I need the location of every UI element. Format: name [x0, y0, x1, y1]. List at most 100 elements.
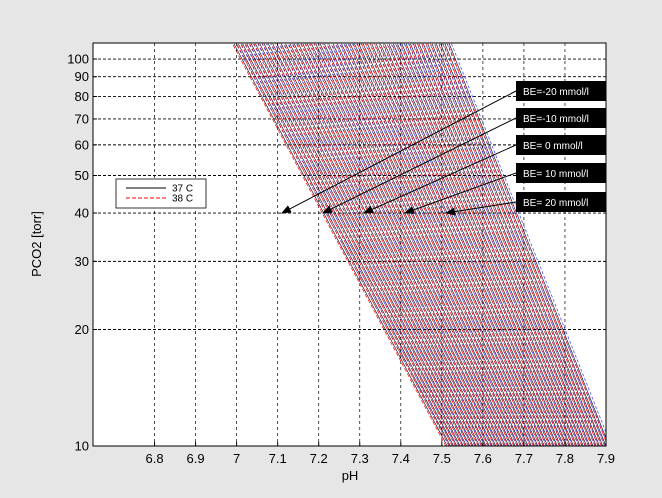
annotation: BE= 0 mmol/l [363, 135, 606, 214]
curve-38c [253, 43, 463, 446]
curve-37c [345, 43, 532, 446]
y-axis: 10 20 30 40 50 60 70 80 90 100 [67, 52, 97, 454]
curve-38c [391, 43, 566, 446]
curve-37c [289, 43, 490, 446]
curve-38c [400, 43, 573, 446]
curve-37c [272, 43, 477, 446]
curve-38c [314, 43, 508, 446]
curve-37c [440, 43, 603, 446]
curve-38c [361, 43, 544, 446]
curve-37c [362, 43, 545, 446]
curve-38c [318, 43, 511, 446]
curve-37c [250, 43, 461, 446]
curve-blue [343, 43, 531, 446]
curve-blue [352, 43, 538, 446]
legend-label: 37 C [172, 184, 193, 195]
curve-37c [375, 43, 555, 446]
curve-38c [275, 43, 479, 446]
curve-37c [436, 43, 600, 446]
annotation-label: BE= 0 mmol/l [523, 141, 583, 152]
curve-38c [335, 43, 524, 446]
y-axis-label: PCO2 [torr] [29, 211, 44, 277]
curves [232, 43, 606, 446]
curve-38c [258, 43, 466, 446]
curve-37c [367, 43, 548, 446]
x-tick-label: 7.1 [269, 451, 287, 466]
annotations: BE=-20 mmol/l BE=-10 mmol/l BE= 0 mmol/l BE… [281, 81, 606, 216]
y-tick-label: 90 [75, 69, 89, 84]
curve-37c [263, 43, 471, 446]
x-axis-label: pH [342, 468, 359, 483]
curve-38c [365, 43, 547, 446]
annotation-box [516, 163, 606, 183]
annotation: BE= 20 mmol/l [445, 192, 606, 216]
curve-37c [349, 43, 535, 446]
curve-38c [309, 43, 505, 446]
annotation-arrow [322, 117, 517, 214]
y-tick-label: 50 [75, 168, 89, 183]
curve-38c [292, 43, 492, 446]
legend-box [115, 178, 207, 209]
curve-37c [242, 43, 454, 446]
curve-37c [380, 43, 558, 446]
curve-37c [324, 43, 516, 446]
curve-37c [384, 43, 561, 446]
curve-38c [288, 43, 489, 446]
curve-38c [348, 43, 534, 446]
curve-38c [240, 43, 453, 446]
annotation-box [516, 192, 606, 212]
curve-38c [326, 43, 518, 446]
curve-blue [339, 43, 528, 446]
curve-38c [249, 43, 460, 446]
curve-38c [395, 43, 570, 446]
x-tick-label: 7 [233, 451, 240, 466]
curve-blue [309, 43, 505, 446]
curve-38c [387, 43, 563, 446]
legend-label: 38 C [172, 194, 193, 205]
curve-38c [443, 43, 605, 446]
curve-38c [417, 43, 586, 446]
curve-blue [347, 43, 535, 446]
x-tick-label: 7.5 [433, 451, 451, 466]
y-tick-label: 20 [75, 322, 89, 337]
curve-37c [302, 43, 500, 446]
y-tick-label: 10 [75, 439, 89, 454]
x-tick-label: 7.6 [474, 451, 492, 466]
curve-38c [369, 43, 550, 446]
curve-38c [447, 43, 606, 443]
curve-37c [238, 43, 451, 446]
plot-frame [92, 42, 607, 447]
annotation-arrow [445, 201, 517, 216]
y-tick-label: 70 [75, 111, 89, 126]
curve-blue [334, 43, 525, 446]
curve-37c [259, 43, 467, 446]
curve-38c [296, 43, 495, 446]
x-tick-label: 6.9 [187, 451, 205, 466]
curve-37c [255, 43, 464, 446]
annotation-label: BE= 10 mmol/l [523, 169, 588, 180]
curve-blue [382, 43, 560, 446]
curve-37c [358, 43, 542, 446]
curve-37c [328, 43, 519, 446]
x-tick-label: 7.8 [556, 451, 574, 466]
curve-blue [360, 43, 544, 446]
curve-38c [331, 43, 521, 446]
curve-37c [315, 43, 509, 446]
curve-38c [421, 43, 589, 446]
curve-blue [369, 43, 551, 446]
curve-37c [388, 43, 565, 446]
y-tick-label: 100 [67, 52, 89, 67]
curve-37c [393, 43, 568, 446]
curve-37c [444, 43, 606, 446]
curve-37c [311, 43, 506, 446]
curve-38c [322, 43, 515, 446]
curve-blue [386, 43, 564, 446]
curve-37c [246, 43, 458, 446]
x-tick-label: 7.7 [515, 451, 533, 466]
curve-38c [301, 43, 498, 446]
curve-38c [413, 43, 583, 446]
curve-38c [344, 43, 531, 446]
y-tick-label: 40 [75, 206, 89, 221]
x-axis: 6.8 6.9 7 7.1 7.2 7.3 7.4 7.5 7.6 7.7 7.8 7.9 [146, 442, 615, 466]
curve-37c [371, 43, 552, 446]
